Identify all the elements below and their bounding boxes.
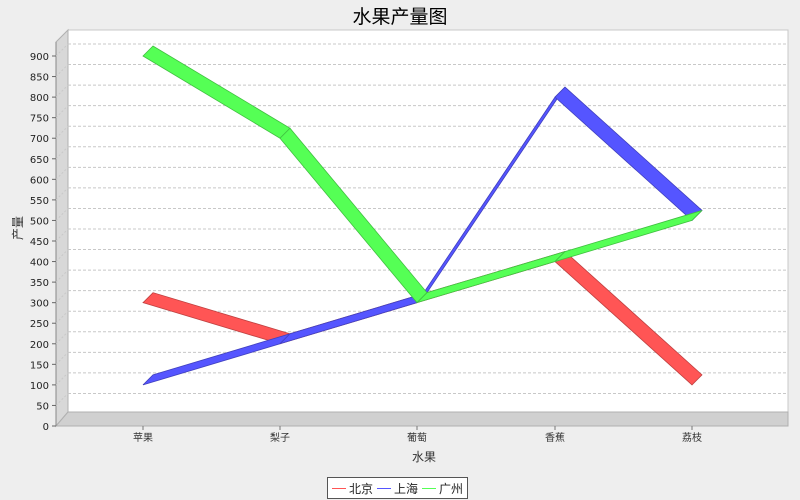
x-axis-label: 水果 bbox=[412, 450, 436, 464]
y-tick-label: 200 bbox=[30, 340, 49, 351]
grid-line-side bbox=[55, 331, 69, 345]
y-tick-label: 650 bbox=[30, 155, 49, 166]
plot-floor bbox=[54, 411, 789, 427]
grid-line-side bbox=[55, 125, 69, 139]
grid-line-side bbox=[55, 208, 69, 221]
grid-line-side bbox=[55, 372, 69, 386]
grid-line-side bbox=[55, 146, 69, 160]
legend-label: 北京 bbox=[349, 481, 374, 496]
y-tick-label: 150 bbox=[30, 360, 49, 371]
grid-line-side bbox=[55, 310, 69, 324]
x-tick-label: 苹果 bbox=[133, 431, 153, 444]
y-tick-label: 850 bbox=[30, 73, 49, 84]
y-tick-label: 400 bbox=[30, 258, 49, 269]
grid-line-side bbox=[55, 269, 69, 283]
series-2 bbox=[142, 45, 703, 304]
x-tick-label: 荔枝 bbox=[682, 431, 702, 444]
y-tick-label: 750 bbox=[30, 114, 49, 125]
y-tick-label: 450 bbox=[30, 237, 49, 248]
legend-item: 上海 bbox=[377, 480, 418, 497]
series-segment bbox=[554, 210, 703, 262]
grid-line-side bbox=[55, 166, 69, 180]
grid-line-side bbox=[55, 187, 69, 201]
chart-title: 水果产量图 bbox=[352, 6, 448, 28]
x-tick-label: 梨子 bbox=[270, 431, 290, 444]
grid-line-side bbox=[55, 351, 69, 365]
y-axis-label: 产量 bbox=[11, 216, 25, 240]
y-tick-label: 700 bbox=[30, 134, 49, 145]
legend: 北京 上海 广州 bbox=[327, 477, 469, 499]
legend-label: 广州 bbox=[439, 481, 464, 496]
y-tick-label: 550 bbox=[30, 196, 49, 207]
grid-line-side bbox=[55, 84, 69, 98]
y-tick-label: 600 bbox=[30, 175, 49, 186]
x-tick-label: 葡萄 bbox=[407, 431, 427, 444]
grid-line-side bbox=[55, 64, 69, 77]
series-1 bbox=[142, 86, 703, 386]
plot-left-wall bbox=[55, 28, 69, 428]
legend-swatch bbox=[332, 487, 346, 489]
legend-item: 北京 bbox=[332, 480, 373, 497]
legend-swatch bbox=[422, 487, 437, 489]
y-tick-label: 800 bbox=[30, 93, 49, 104]
y-tick-label: 900 bbox=[30, 52, 49, 63]
grid-line-side bbox=[55, 105, 69, 119]
grid-line-side bbox=[55, 228, 69, 242]
y-tick-label: 0 bbox=[43, 422, 49, 433]
grid-line-side bbox=[55, 43, 69, 57]
y-tick-label: 350 bbox=[30, 278, 49, 289]
grid-line-side bbox=[55, 290, 69, 304]
legend-label: 上海 bbox=[394, 481, 419, 496]
legend-item: 广州 bbox=[422, 480, 463, 497]
grid-line-side bbox=[55, 393, 69, 406]
y-tick-label: 300 bbox=[30, 299, 49, 310]
y-tick-label: 250 bbox=[30, 319, 49, 330]
y-tick-label: 100 bbox=[30, 381, 49, 392]
y-tick-label: 500 bbox=[30, 216, 49, 227]
y-tick-label: 50 bbox=[36, 401, 49, 412]
grid-line-side bbox=[55, 249, 69, 262]
legend-swatch bbox=[377, 487, 392, 489]
x-tick-label: 香蕉 bbox=[545, 432, 565, 444]
